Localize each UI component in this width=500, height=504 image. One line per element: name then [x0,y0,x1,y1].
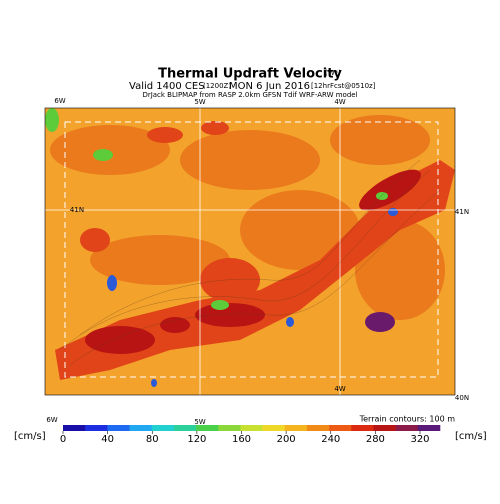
colorbar-swatch [129,425,153,431]
valid: Valid 1400 CES [129,81,205,92]
title: Thermal Updraft Velocity [158,67,342,82]
colorbar-swatch [395,425,419,431]
colorbar-tick-label: 80 [146,434,159,445]
colorbar-tick-label: 280 [366,434,385,445]
colorbar-swatch [262,425,286,431]
grid-label: 4W [334,385,345,393]
colorbar-swatch [284,425,308,431]
unit-right: [cm/s] [455,431,487,442]
colorbar-tick-label: 160 [232,434,251,445]
grid-label: 4W [334,98,345,106]
colorbar-tick-label: 200 [277,434,296,445]
grid-label: 5W [194,98,205,106]
grid-label: 6W [46,416,57,424]
date: MON 6 Jun 2016 [229,81,310,92]
colorbar-tick-label: 40 [101,434,114,445]
map: 6W 5W 4W 41N 41N 4W 40N 6W 5W [44,97,469,426]
grid-label: 5W [194,418,205,426]
colorbar: 0 40 80 120 160 200 240 280 320 [60,425,441,445]
grid-label: 6W [54,97,65,105]
colorbar-swatch [417,425,441,431]
init: (1200Z) [203,82,231,90]
colorbar-swatch [107,425,130,431]
colorbar-swatch [351,425,374,431]
colorbar-tick-label: 320 [410,434,429,445]
title-unit: (W*) [325,69,341,77]
colorbar-swatch [329,425,352,431]
colorbar-swatch [196,425,219,431]
colorbar-tick-label: 240 [321,434,340,445]
colorbar-swatch [85,425,108,431]
colorbar-swatch [306,425,330,431]
colorbar-swatch [151,425,175,431]
colorbar-tick-label: 120 [187,434,206,445]
credit: DrJack BLIPMAP from RASP 2.0km GFSN Tdif… [142,91,357,99]
colorbar-swatch [373,425,396,431]
colorbar-swatch [63,425,86,431]
grid-label: 40N [455,394,469,402]
colorbar-tick-label: 0 [60,434,66,445]
terrain-note: Terrain contours: 100 m [359,415,456,424]
grid-label: 41N [455,208,469,216]
colorbar-swatch [240,425,263,431]
colorbar-swatch [173,425,197,431]
unit-left: [cm/s] [14,431,46,442]
colorbar-swatch [218,425,241,431]
grid-label: 41N [70,206,84,214]
forecast: [12hrFcst@0510z] [311,82,376,90]
